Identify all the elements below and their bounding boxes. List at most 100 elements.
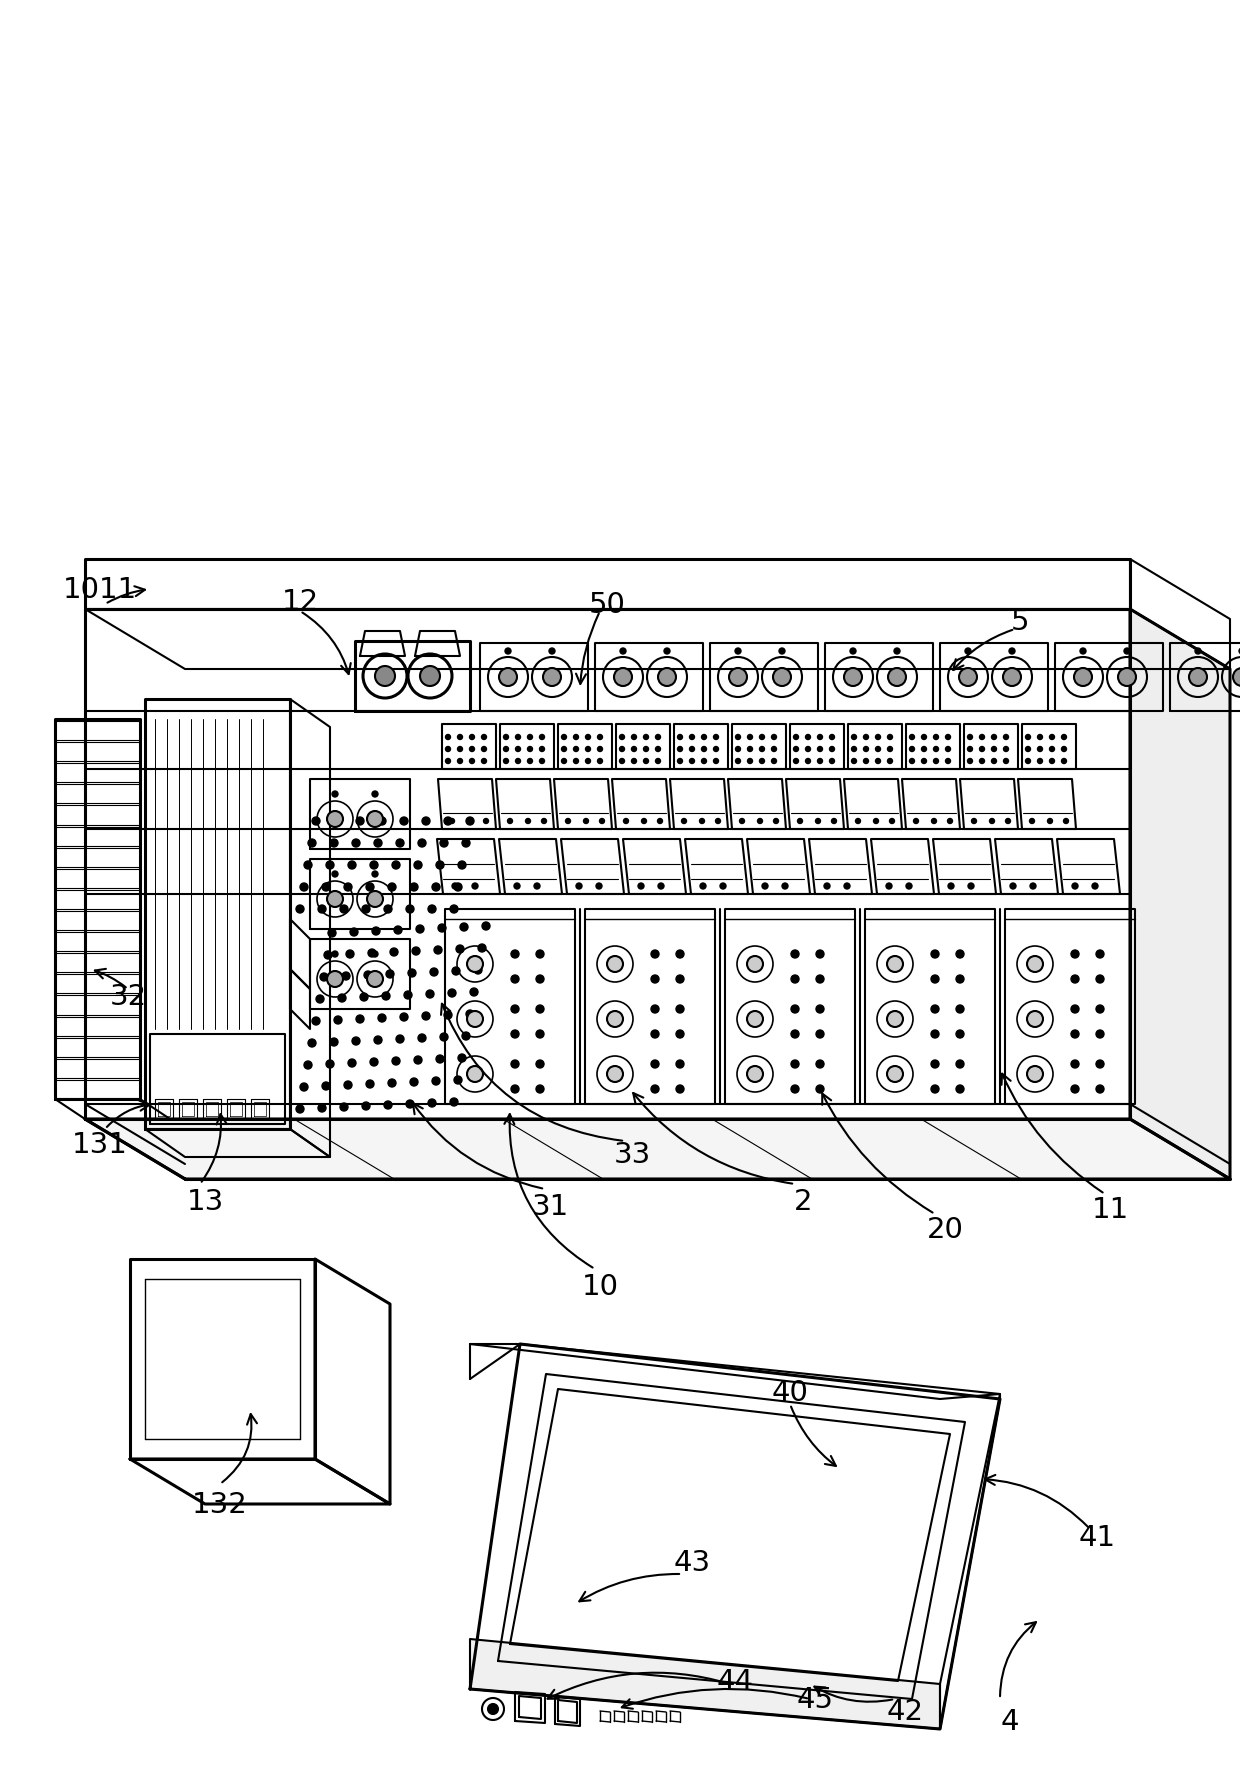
Circle shape (374, 667, 396, 687)
Circle shape (934, 735, 939, 741)
Circle shape (657, 819, 662, 825)
Circle shape (334, 1016, 342, 1025)
Circle shape (366, 1081, 374, 1088)
Circle shape (367, 891, 383, 907)
Circle shape (614, 669, 632, 687)
Circle shape (794, 735, 799, 741)
Circle shape (340, 1104, 348, 1111)
Circle shape (391, 948, 398, 957)
Circle shape (330, 1038, 339, 1047)
Circle shape (1038, 735, 1043, 741)
Circle shape (384, 905, 392, 914)
Circle shape (481, 748, 486, 751)
Circle shape (863, 759, 868, 764)
Circle shape (516, 735, 521, 741)
Circle shape (806, 759, 811, 764)
Circle shape (967, 759, 972, 764)
Circle shape (370, 862, 378, 869)
Circle shape (806, 748, 811, 751)
Circle shape (392, 1057, 401, 1066)
Circle shape (527, 748, 532, 751)
Text: 132: 132 (192, 1490, 248, 1519)
Circle shape (427, 991, 434, 998)
Circle shape (1096, 975, 1104, 984)
Circle shape (322, 1082, 330, 1090)
Circle shape (817, 759, 822, 764)
Polygon shape (86, 610, 1130, 1120)
Circle shape (959, 669, 977, 687)
Circle shape (536, 1005, 544, 1013)
Circle shape (676, 975, 684, 984)
Circle shape (445, 735, 450, 741)
Circle shape (1071, 1086, 1079, 1093)
Circle shape (598, 759, 603, 764)
Circle shape (536, 1030, 544, 1038)
Circle shape (1071, 975, 1079, 984)
Circle shape (334, 818, 342, 825)
Text: 44: 44 (717, 1667, 754, 1694)
Circle shape (458, 748, 463, 751)
Circle shape (343, 1081, 352, 1090)
Circle shape (428, 1100, 436, 1107)
Circle shape (663, 649, 670, 655)
Circle shape (304, 1061, 312, 1070)
Circle shape (1096, 950, 1104, 959)
Circle shape (971, 819, 977, 825)
Circle shape (454, 1077, 463, 1084)
Circle shape (759, 735, 765, 741)
Circle shape (350, 928, 358, 936)
Circle shape (931, 1030, 939, 1038)
Circle shape (370, 1059, 378, 1066)
Text: 40: 40 (771, 1378, 808, 1406)
Circle shape (366, 884, 374, 891)
Circle shape (316, 995, 324, 1004)
Circle shape (356, 1016, 365, 1023)
Circle shape (326, 1061, 334, 1068)
Circle shape (651, 975, 658, 984)
Circle shape (388, 1079, 396, 1088)
Circle shape (956, 1030, 963, 1038)
Circle shape (574, 735, 579, 741)
Text: 42: 42 (887, 1698, 924, 1725)
Circle shape (489, 1705, 498, 1714)
Circle shape (682, 819, 687, 825)
Circle shape (332, 871, 339, 878)
Circle shape (921, 759, 926, 764)
Circle shape (467, 957, 484, 973)
Text: 10: 10 (582, 1272, 619, 1301)
Circle shape (445, 759, 450, 764)
Circle shape (1048, 819, 1053, 825)
Circle shape (992, 759, 997, 764)
Circle shape (1038, 748, 1043, 751)
Circle shape (608, 957, 622, 973)
Circle shape (844, 669, 862, 687)
Circle shape (1027, 957, 1043, 973)
Circle shape (378, 1014, 386, 1023)
Circle shape (894, 649, 900, 655)
Circle shape (317, 1104, 326, 1113)
Circle shape (343, 884, 352, 891)
Circle shape (317, 905, 326, 914)
Circle shape (1027, 1011, 1043, 1027)
Circle shape (651, 1030, 658, 1038)
Circle shape (1071, 1030, 1079, 1038)
Text: 20: 20 (926, 1215, 963, 1243)
Circle shape (791, 1061, 799, 1068)
Circle shape (791, 1030, 799, 1038)
Circle shape (562, 735, 567, 741)
Circle shape (931, 975, 939, 984)
Circle shape (1080, 649, 1086, 655)
Circle shape (791, 975, 799, 984)
Circle shape (651, 1086, 658, 1093)
Circle shape (888, 735, 893, 741)
Circle shape (388, 884, 396, 891)
Circle shape (887, 1011, 903, 1027)
Circle shape (527, 759, 532, 764)
Polygon shape (1130, 610, 1230, 1179)
Circle shape (739, 819, 744, 825)
Circle shape (676, 1061, 684, 1068)
Circle shape (1195, 649, 1202, 655)
Circle shape (791, 950, 799, 959)
Circle shape (372, 927, 379, 936)
Circle shape (759, 748, 765, 751)
